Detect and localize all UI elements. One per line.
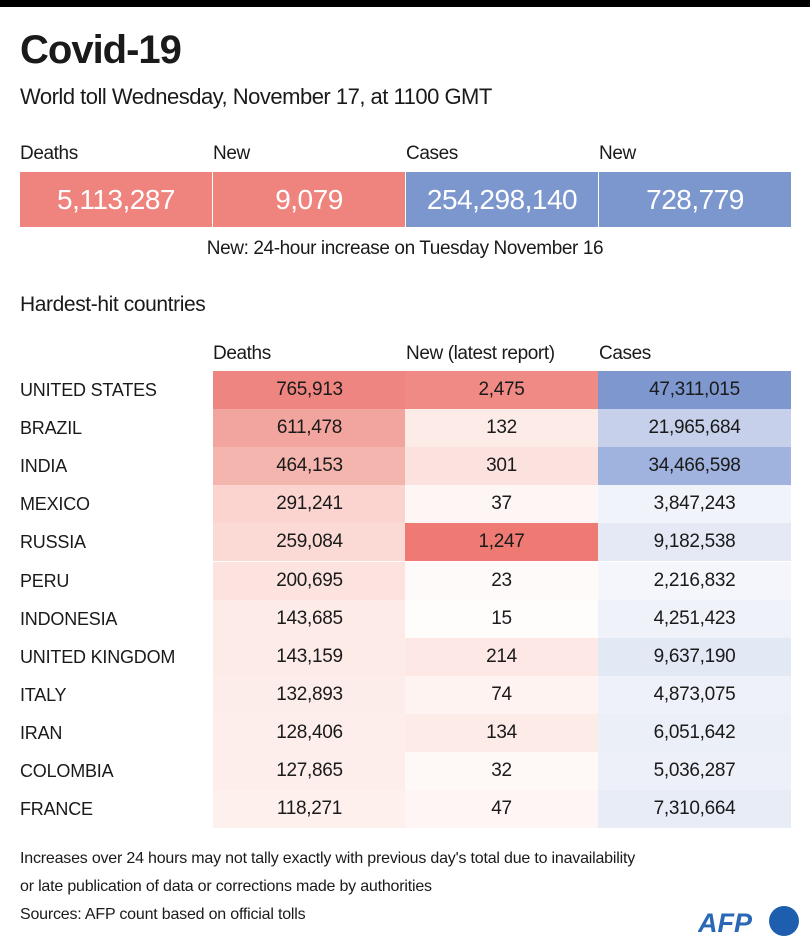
column-header-new: New (latest report) (406, 343, 555, 364)
country-name: PERU (20, 570, 70, 591)
cases-cell: 4,251,423 (598, 599, 791, 638)
table-row: INDIA 464,153 301 34,466,598 (0, 447, 810, 486)
country-name: BRAZIL (20, 418, 82, 439)
table-row: UNITED KINGDOM 143,159 214 9,637,190 (0, 637, 810, 676)
subtitle: World toll Wednesday, November 17, at 11… (20, 84, 492, 109)
section-title: Hardest-hit countries (20, 293, 206, 316)
new-cell: 301 (405, 447, 598, 486)
footnote: or late publication of data or correctio… (20, 878, 432, 895)
deaths-cell: 128,406 (213, 713, 406, 752)
cases-cell: 9,182,538 (598, 523, 791, 562)
total-new-deaths-label: New (213, 143, 250, 164)
deaths-cell: 143,685 (213, 599, 406, 638)
page-title: Covid-19 (20, 28, 182, 72)
new-cell: 1,247 (405, 523, 598, 562)
total-deaths-label: Deaths (20, 143, 78, 164)
total-cases-label: Cases (406, 143, 458, 164)
cases-cell: 2,216,832 (598, 561, 791, 600)
new-cell: 15 (405, 599, 598, 638)
deaths-cell: 765,913 (213, 371, 406, 409)
table-row: UNITED STATES 765,913 2,475 47,311,015 (0, 371, 810, 409)
deaths-cell: 132,893 (213, 675, 406, 714)
country-name: MEXICO (20, 494, 90, 515)
deaths-cell: 118,271 (213, 790, 406, 829)
sources: Sources: AFP count based on official tol… (20, 906, 306, 923)
cases-cell: 5,036,287 (598, 752, 791, 790)
cases-cell: 6,051,642 (598, 713, 791, 752)
deaths-cell: 259,084 (213, 523, 406, 562)
country-name: COLOMBIA (20, 761, 114, 781)
svg-text:AFP: AFP (698, 908, 753, 938)
deaths-cell: 464,153 (213, 447, 406, 486)
new-cell: 134 (405, 713, 598, 752)
new-cell: 2,475 (405, 371, 598, 409)
country-name: RUSSIA (20, 532, 86, 553)
new-cell: 214 (405, 637, 598, 676)
country-name: FRANCE (20, 799, 93, 820)
country-name: UNITED STATES (20, 380, 157, 400)
cases-cell: 4,873,075 (598, 675, 791, 714)
table-row: BRAZIL 611,478 132 21,965,684 (0, 409, 810, 448)
total-deaths-value: 5,113,287 (20, 172, 212, 227)
footnote: Increases over 24 hours may not tally ex… (20, 850, 635, 867)
cases-cell: 7,310,664 (598, 790, 791, 829)
deaths-cell: 127,865 (213, 752, 406, 790)
new-cell: 37 (405, 485, 598, 524)
total-new-cases-value: 728,779 (599, 172, 791, 227)
cases-cell: 9,637,190 (598, 637, 791, 676)
total-new-deaths-value: 9,079 (213, 172, 405, 227)
new-cell: 132 (405, 409, 598, 448)
total-cases-value: 254,298,140 (406, 172, 598, 227)
column-header-deaths: Deaths (213, 343, 271, 364)
table-row: IRAN 128,406 134 6,051,642 (0, 713, 810, 752)
total-new-cases-label: New (599, 143, 636, 164)
table-row: FRANCE 118,271 47 7,310,664 (0, 790, 810, 829)
country-name: UNITED KINGDOM (20, 646, 176, 667)
cases-cell: 3,847,243 (598, 485, 791, 524)
country-name: ITALY (20, 684, 67, 705)
new-cell: 47 (405, 790, 598, 829)
totals-note: New: 24-hour increase on Tuesday Novembe… (206, 238, 604, 259)
cases-cell: 21,965,684 (598, 409, 791, 448)
new-cell: 32 (405, 752, 598, 790)
afp-logo: AFP (697, 903, 810, 943)
country-name: INDIA (20, 456, 68, 477)
cases-cell: 34,466,598 (598, 447, 791, 486)
top-bar (0, 0, 810, 7)
table-row: PERU 200,695 23 2,216,832 (0, 561, 810, 600)
deaths-cell: 200,695 (213, 561, 406, 600)
table-row: COLOMBIA 127,865 32 5,036,287 (0, 752, 810, 790)
new-cell: 74 (405, 675, 598, 714)
country-name: INDONESIA (20, 608, 118, 629)
table-row: MEXICO 291,241 37 3,847,243 (0, 485, 810, 524)
table-row: ITALY 132,893 74 4,873,075 (0, 675, 810, 714)
deaths-cell: 143,159 (213, 637, 406, 676)
cases-cell: 47,311,015 (598, 371, 791, 409)
deaths-cell: 611,478 (213, 409, 406, 448)
deaths-cell: 291,241 (213, 485, 406, 524)
table-row: RUSSIA 259,084 1,247 9,182,538 (0, 523, 810, 562)
country-name: IRAN (20, 722, 63, 743)
column-header-cases: Cases (599, 343, 651, 364)
table-row: INDONESIA 143,685 15 4,251,423 (0, 599, 810, 638)
new-cell: 23 (405, 561, 598, 600)
